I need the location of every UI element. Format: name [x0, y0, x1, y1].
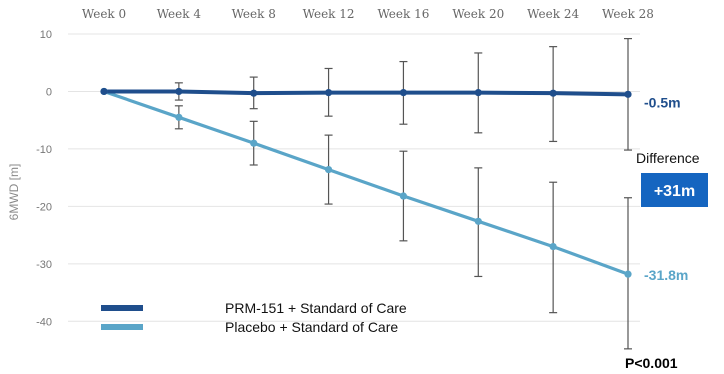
data-point: [324, 89, 333, 97]
y-tick-label: 10: [40, 29, 52, 41]
x-tick-label: Week 20: [452, 7, 504, 21]
data-point: [250, 139, 258, 147]
x-tick-labels: Week 0 Week 4 Week 8 Week 12 Week 16 Week 20 W…: [82, 7, 654, 21]
legend-swatch-placebo: [101, 324, 143, 330]
data-point: [549, 89, 557, 97]
data-point: [399, 89, 408, 97]
difference-value: +31m: [654, 183, 695, 200]
data-point: [399, 192, 408, 200]
data-point: [100, 87, 108, 96]
x-tick-label: Week 12: [303, 7, 355, 21]
difference-title: Difference: [636, 150, 700, 166]
x-tick-label: Week 24: [527, 7, 579, 21]
legend-swatch-prm151: [101, 305, 143, 311]
x-tick-label: Week 4: [157, 7, 202, 21]
x-tick-label: Week 16: [377, 7, 429, 21]
y-tick-labels: 10 0 -10 -20 -30 -40: [36, 29, 52, 328]
difference-badge: [641, 173, 708, 207]
legend-label-prm151: PRM-151 + Standard of Care: [225, 300, 407, 316]
legend: PRM-151 + Standard of Care Placebo + Sta…: [101, 300, 407, 335]
series-lines: [102, 89, 630, 276]
legend-label-placebo: Placebo + Standard of Care: [225, 319, 398, 335]
y-tick-label: -30: [36, 259, 52, 271]
y-tick-label: -10: [36, 144, 52, 156]
end-labels: -0.5m -31.8m: [644, 94, 688, 283]
p-value: P<0.001: [625, 355, 678, 371]
x-tick-label: Week 28: [602, 7, 654, 21]
series-line-prm151: [102, 89, 630, 97]
data-point: [324, 165, 333, 174]
x-tick-label: Week 0: [82, 7, 126, 21]
series-points: [100, 87, 632, 278]
data-point: [549, 242, 557, 251]
data-point: [175, 87, 183, 96]
end-label-prm151: -0.5m: [644, 94, 681, 110]
y-tick-label: 0: [46, 86, 52, 98]
y-axis-label: 6MWD [m]: [7, 164, 21, 221]
data-point: [175, 113, 183, 121]
y-tick-label: -40: [36, 316, 52, 328]
y-tick-label: -20: [36, 201, 52, 213]
series-line-placebo: [102, 89, 630, 276]
data-point: [474, 217, 482, 225]
data-point: [624, 270, 632, 278]
end-label-placebo: -31.8m: [644, 267, 688, 283]
data-point: [250, 89, 258, 97]
data-point: [474, 89, 482, 97]
x-tick-label: Week 8: [232, 7, 276, 21]
data-point: [624, 90, 632, 98]
